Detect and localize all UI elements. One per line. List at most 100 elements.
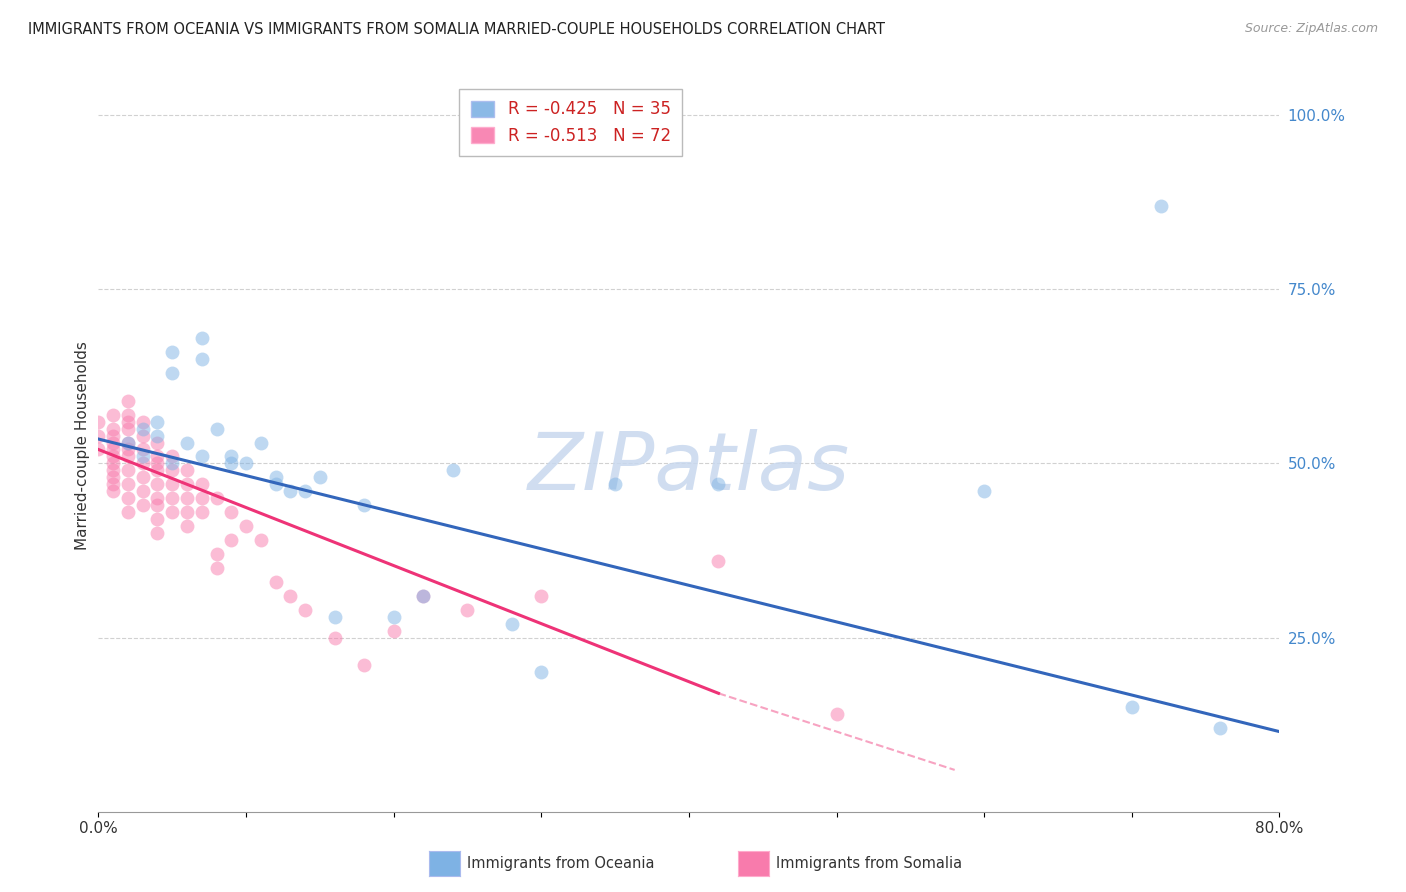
Point (117, 477, 139, 491)
Point (132, 470, 155, 484)
Point (382, 609, 405, 624)
Point (87, 442, 110, 457)
Point (250, 533, 273, 547)
Point (132, 421, 155, 435)
Point (162, 345, 183, 359)
Point (973, 484, 995, 499)
Point (132, 428, 155, 442)
Point (176, 491, 198, 506)
Point (117, 450, 139, 464)
Point (530, 665, 553, 680)
Point (412, 589, 434, 603)
Point (132, 415, 155, 429)
Point (219, 505, 242, 519)
Point (176, 505, 198, 519)
Point (205, 491, 228, 506)
Point (162, 491, 183, 506)
Point (132, 450, 155, 464)
Point (162, 505, 183, 519)
Point (117, 491, 139, 506)
Point (309, 470, 332, 484)
Text: IMMIGRANTS FROM OCEANIA VS IMMIGRANTS FROM SOMALIA MARRIED-COUPLE HOUSEHOLDS COR: IMMIGRANTS FROM OCEANIA VS IMMIGRANTS FR… (28, 22, 886, 37)
Point (132, 442, 155, 457)
Point (353, 498, 375, 512)
Point (146, 512, 169, 526)
Point (219, 450, 242, 464)
Point (103, 435, 125, 450)
Point (162, 463, 183, 477)
Point (103, 442, 125, 457)
Point (264, 574, 287, 589)
Point (323, 631, 346, 645)
Point (205, 421, 228, 435)
Point (264, 470, 287, 484)
Text: Immigrants from Oceania: Immigrants from Oceania (467, 856, 654, 871)
Point (103, 470, 125, 484)
Point (87, 415, 110, 429)
Point (205, 561, 228, 575)
Point (294, 484, 316, 499)
Point (162, 450, 183, 464)
Point (132, 498, 155, 512)
Point (191, 505, 214, 519)
Point (412, 589, 434, 603)
Point (117, 442, 139, 457)
Point (235, 457, 257, 471)
Point (117, 415, 139, 429)
Point (146, 498, 169, 512)
Point (162, 457, 183, 471)
Point (176, 435, 198, 450)
Point (146, 526, 169, 541)
Point (146, 428, 169, 442)
Point (146, 435, 169, 450)
Point (103, 457, 125, 471)
Point (132, 457, 155, 471)
Point (278, 484, 302, 499)
Text: Source: ZipAtlas.com: Source: ZipAtlas.com (1244, 22, 1378, 36)
Point (176, 519, 198, 533)
Point (103, 428, 125, 442)
Point (117, 505, 139, 519)
Point (250, 435, 273, 450)
Text: Immigrants from Somalia: Immigrants from Somalia (776, 856, 962, 871)
Point (132, 484, 155, 499)
Point (191, 331, 214, 345)
Point (162, 477, 183, 491)
Point (176, 477, 198, 491)
Point (235, 519, 257, 533)
Point (146, 415, 169, 429)
Point (103, 408, 125, 422)
Point (323, 609, 346, 624)
Point (530, 589, 553, 603)
Point (146, 450, 169, 464)
Point (103, 450, 125, 464)
Point (191, 351, 214, 366)
Point (456, 603, 478, 617)
Point (87, 428, 110, 442)
Y-axis label: Married-couple Households: Married-couple Households (75, 342, 90, 550)
Point (191, 491, 214, 506)
Point (117, 393, 139, 408)
Point (205, 547, 228, 561)
Point (825, 707, 848, 722)
Point (103, 477, 125, 491)
Point (146, 491, 169, 506)
Point (191, 477, 214, 491)
Point (707, 477, 730, 491)
Point (103, 421, 125, 435)
Text: ZIPatlas: ZIPatlas (527, 429, 851, 507)
Point (501, 616, 523, 631)
Point (146, 463, 169, 477)
Point (219, 533, 242, 547)
Point (117, 435, 139, 450)
Point (117, 463, 139, 477)
Point (146, 457, 169, 471)
Point (382, 624, 405, 638)
Legend: R = -0.425   N = 35, R = -0.513   N = 72: R = -0.425 N = 35, R = -0.513 N = 72 (460, 88, 682, 156)
Point (353, 658, 375, 673)
Point (162, 366, 183, 380)
Point (117, 435, 139, 450)
Point (117, 421, 139, 435)
Point (264, 477, 287, 491)
Point (176, 463, 198, 477)
